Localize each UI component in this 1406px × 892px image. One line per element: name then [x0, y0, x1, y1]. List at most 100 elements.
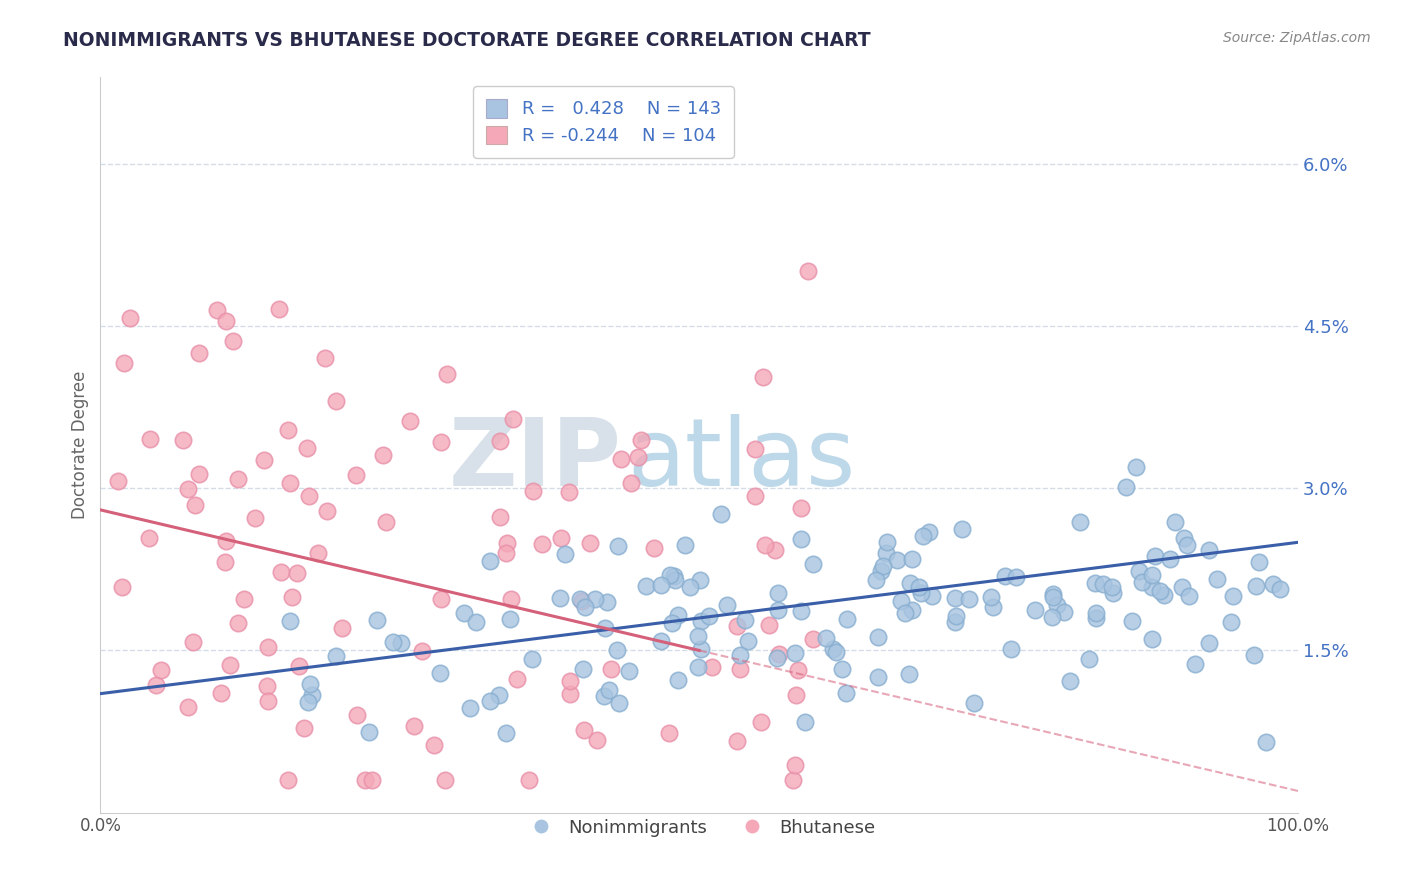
Point: [297, 696, 319, 710]
Point: [366, 613, 388, 627]
Point: [188, 346, 211, 360]
Point: [558, 484, 581, 499]
Point: [606, 643, 628, 657]
Point: [866, 630, 889, 644]
Point: [267, 302, 290, 317]
Point: [790, 532, 813, 546]
Point: [429, 666, 451, 681]
Point: [831, 662, 853, 676]
Point: [181, 635, 204, 649]
Point: [232, 592, 254, 607]
Point: [1040, 610, 1063, 624]
Point: [495, 536, 517, 550]
Point: [138, 531, 160, 545]
Point: [558, 687, 581, 701]
Point: [662, 569, 685, 583]
Point: [758, 617, 780, 632]
Point: [876, 535, 898, 549]
Point: [1101, 586, 1123, 600]
Point: [1000, 641, 1022, 656]
Point: [499, 591, 522, 606]
Point: [744, 489, 766, 503]
Point: [430, 434, 453, 449]
Point: [901, 551, 924, 566]
Point: [686, 660, 709, 674]
Point: [865, 573, 887, 587]
Point: [1059, 673, 1081, 688]
Point: [796, 264, 818, 278]
Point: [209, 686, 232, 700]
Point: [215, 534, 238, 549]
Point: [316, 504, 339, 518]
Point: [332, 622, 354, 636]
Point: [1270, 582, 1292, 596]
Point: [502, 412, 524, 426]
Point: [571, 594, 593, 608]
Point: [243, 511, 266, 525]
Point: [744, 442, 766, 457]
Point: [344, 467, 367, 482]
Point: [359, 725, 381, 739]
Point: [488, 434, 510, 449]
Point: [1078, 652, 1101, 666]
Point: [690, 614, 713, 628]
Point: [890, 594, 912, 608]
Point: [299, 677, 322, 691]
Point: [1128, 564, 1150, 578]
Point: [298, 489, 321, 503]
Point: [763, 543, 786, 558]
Point: [112, 356, 135, 370]
Point: [253, 453, 276, 467]
Point: [177, 700, 200, 714]
Point: [399, 414, 422, 428]
Point: [184, 498, 207, 512]
Point: [650, 578, 672, 592]
Point: [734, 613, 756, 627]
Point: [688, 629, 710, 643]
Point: [785, 646, 807, 660]
Point: [643, 541, 665, 556]
Point: [600, 662, 623, 676]
Legend: Nonimmigrants, Bhutanese: Nonimmigrants, Bhutanese: [516, 812, 883, 844]
Point: [875, 546, 897, 560]
Point: [301, 688, 323, 702]
Point: [1042, 587, 1064, 601]
Point: [1219, 615, 1241, 630]
Point: [1130, 574, 1153, 589]
Point: [572, 723, 595, 737]
Point: [834, 686, 856, 700]
Point: [207, 302, 229, 317]
Point: [710, 508, 733, 522]
Point: [517, 773, 540, 788]
Point: [214, 556, 236, 570]
Point: [1246, 579, 1268, 593]
Point: [187, 467, 209, 481]
Point: [1175, 538, 1198, 552]
Point: [592, 690, 614, 704]
Point: [222, 334, 245, 348]
Point: [1198, 543, 1220, 558]
Point: [354, 773, 377, 788]
Point: [754, 538, 776, 552]
Point: [801, 557, 824, 571]
Point: [495, 546, 517, 560]
Point: [980, 591, 1002, 605]
Point: [943, 591, 966, 606]
Point: [1173, 531, 1195, 545]
Point: [145, 677, 167, 691]
Point: [790, 604, 813, 618]
Point: [866, 669, 889, 683]
Point: [911, 529, 934, 543]
Point: [1085, 606, 1108, 620]
Point: [786, 663, 808, 677]
Text: Source: ZipAtlas.com: Source: ZipAtlas.com: [1223, 31, 1371, 45]
Point: [659, 568, 682, 582]
Point: [785, 688, 807, 702]
Point: [1091, 576, 1114, 591]
Point: [917, 525, 939, 540]
Point: [765, 650, 787, 665]
Point: [1170, 580, 1192, 594]
Point: [569, 591, 592, 606]
Point: [737, 634, 759, 648]
Point: [314, 351, 336, 365]
